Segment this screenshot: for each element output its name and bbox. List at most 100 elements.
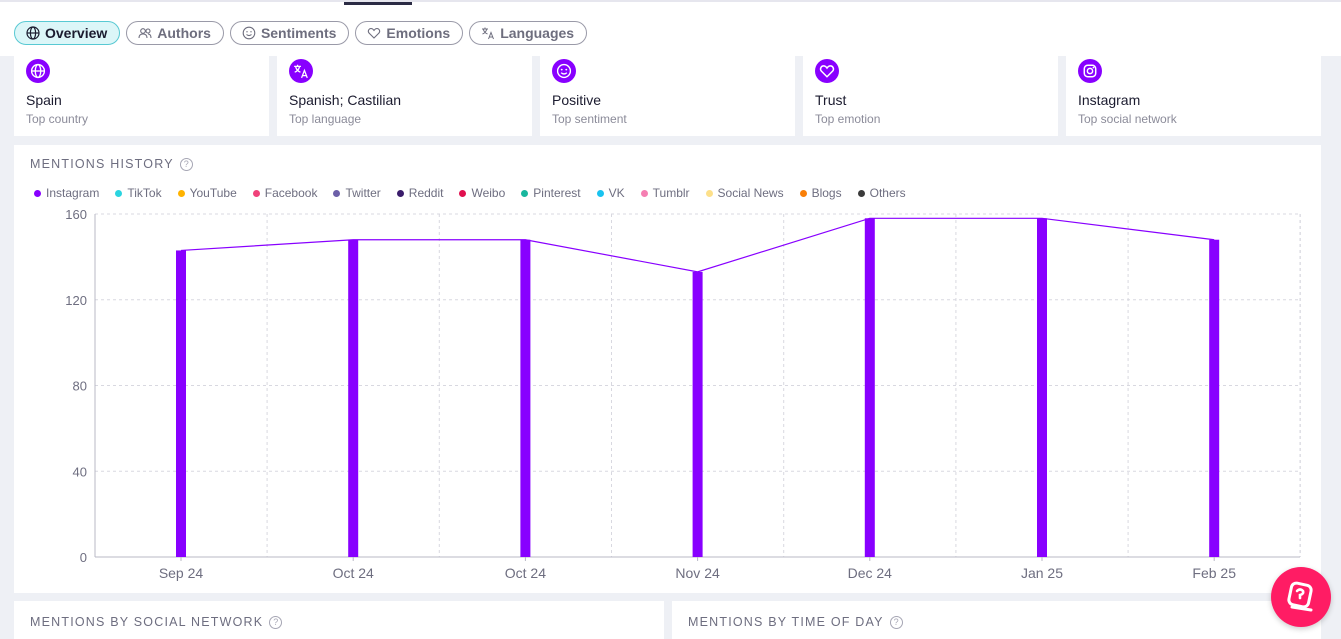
tab-label: Languages [500,25,575,41]
legend-label: Facebook [264,186,318,200]
x-tick-label: Dec 24 [848,565,893,581]
tab-sentiments[interactable]: Sentiments [229,21,350,45]
legend-item[interactable]: VK [596,186,625,200]
legend-dot [252,189,260,197]
legend-label: Weibo [471,186,506,200]
translate-icon [482,27,495,40]
card-label: Top sentiment [552,112,627,126]
y-tick-label: 40 [73,464,87,479]
tab-languages[interactable]: Languages [469,21,588,45]
card-top-language: Spanish; Castilian Top language [277,56,532,136]
mentions-history-title: MENTIONS HISTORY [30,157,174,171]
legend-dot [799,189,807,197]
card-label: Top language [289,112,362,126]
help-icon[interactable]: ? [889,615,903,629]
time-of-day-title: MENTIONS BY TIME OF DAY [688,615,884,629]
tab-label: Emotions [386,25,451,41]
legend-item[interactable]: Blogs [799,186,842,200]
legend-dot [596,189,604,197]
legend-label: VK [608,186,625,200]
help-icon[interactable]: ? [269,615,283,629]
legend-item[interactable]: Facebook [252,186,318,200]
legend-label: YouTube [189,186,237,200]
legend-dot [705,189,713,197]
legend-label: Instagram [46,186,100,200]
legend-dot [640,189,648,197]
card-label: Top country [26,112,89,126]
legend-item[interactable]: Pinterest [521,186,581,200]
bar [520,239,531,557]
smile-icon [552,59,576,83]
legend-label: Others [869,186,906,200]
x-tick-label: Feb 25 [1192,565,1236,581]
view-tabs: Overview Authors Sentiments Emotions Lan… [14,21,588,45]
legend-item[interactable]: Weibo [459,186,505,200]
legend-label: Blogs [811,186,842,200]
legend-label: Social News [717,186,784,200]
legend-item[interactable]: TikTok [115,186,162,200]
tab-emotions[interactable]: Emotions [355,21,464,45]
mentions-history-panel: MENTIONS HISTORY ? Instagram TikTok YouTub… [14,145,1321,593]
users-icon [138,28,152,39]
chat-help-button[interactable] [1271,567,1331,627]
card-top-emotion: Trust Top emotion [803,56,1058,136]
legend-dot [333,189,341,197]
legend-dot [521,189,529,197]
panel-title: MENTIONS BY SOCIAL NETWORK ? [30,615,283,629]
legend-dot [396,189,404,197]
card-value: Spain [26,92,62,108]
legend-label: Reddit [408,186,444,200]
tab-label: Overview [45,25,108,41]
heart-icon [368,27,381,39]
legend-item[interactable]: Tumblr [640,186,690,200]
legend-item[interactable]: Social News [705,186,784,200]
card-value: Instagram [1078,92,1141,108]
legend-item[interactable]: YouTube [177,186,237,200]
heart-icon [815,59,839,83]
legend-label: Twitter [345,186,381,200]
card-value: Trust [815,92,847,108]
legend-label: Tumblr [652,186,690,200]
x-tick-label: Oct 24 [505,565,546,581]
tab-label: Authors [157,25,211,41]
legend-dot [459,189,467,197]
top-bar: Overview Authors Sentiments Emotions Lan… [0,0,1341,56]
series-line [180,217,1215,273]
bar [1037,218,1047,557]
tab-overview[interactable]: Overview [14,21,121,45]
y-tick-label: 80 [73,379,87,394]
globe-icon [26,26,40,40]
smile-icon [242,26,256,40]
mentions-by-social-network-panel: MENTIONS BY SOCIAL NETWORK ? [14,601,664,639]
tab-label: Sentiments [260,25,337,41]
legend-item[interactable]: Instagram [34,186,99,200]
panel-title: MENTIONS BY TIME OF DAY ? [688,615,903,629]
legend-item[interactable]: Reddit [396,186,444,200]
summary-cards: Spain Top country Spanish; Castilian Top… [14,56,1321,136]
x-tick-label: Nov 24 [675,565,720,581]
help-icon[interactable]: ? [179,157,193,171]
tab-authors[interactable]: Authors [126,21,224,45]
mentions-history-chart: 0 40 80 120 160 Sep 24 Oct 24 Oct 24 Nov 24 Dec 2… [65,207,1301,581]
y-tick-label: 0 [80,550,87,565]
x-tick-label: Oct 24 [333,565,374,581]
bar [176,250,186,557]
chart-legend: Instagram TikTok YouTube Facebook Twitter Red… [34,186,922,200]
active-nav-underline [344,2,412,5]
panel-title: MENTIONS HISTORY ? [30,157,193,171]
legend-dot [177,189,185,197]
card-top-country: Spain Top country [14,56,269,136]
instagram-icon [1078,59,1102,83]
x-tick-label: Sep 24 [159,565,204,581]
legend-dot [857,189,865,197]
chat-help-icon [1287,581,1313,612]
card-value: Positive [552,92,602,108]
legend-dot [34,189,41,197]
card-top-sentiment: Positive Top sentiment [540,56,795,136]
legend-item[interactable]: Others [857,186,906,200]
globe-icon [26,59,50,83]
legend-item[interactable]: Twitter [333,186,381,200]
card-value: Spanish; Castilian [289,92,402,108]
x-tick-label: Jan 25 [1021,565,1063,581]
bar [692,271,703,557]
